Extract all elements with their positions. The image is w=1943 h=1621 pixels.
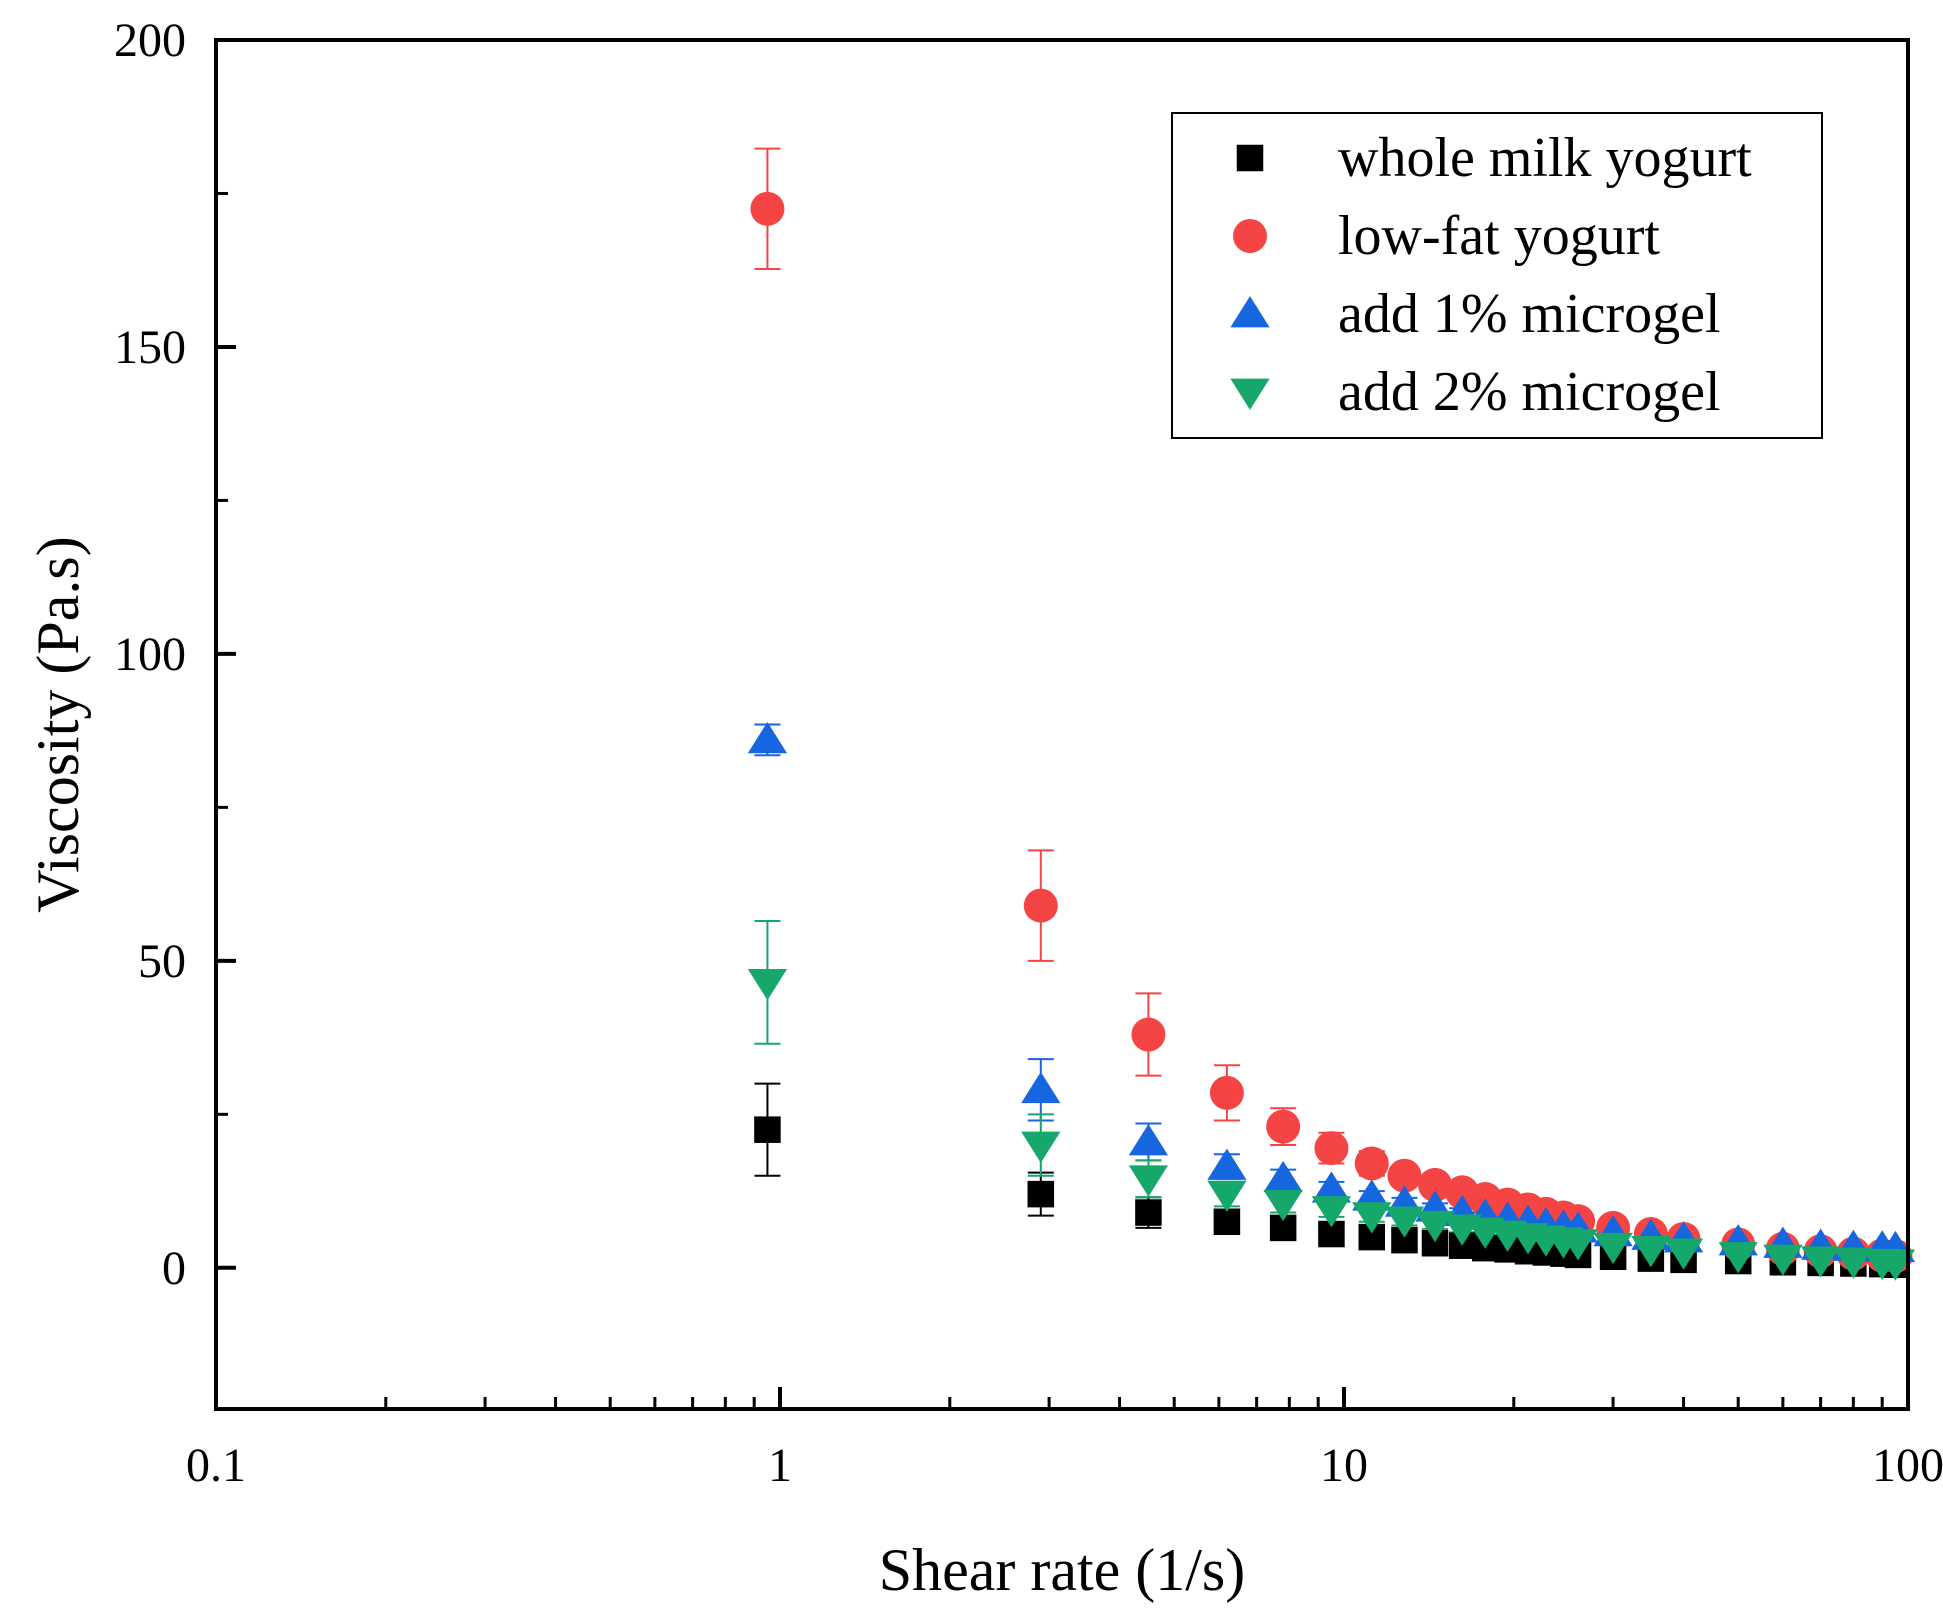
legend-marker-triangle-up	[1230, 296, 1270, 328]
data-point-triangle-down	[1352, 1202, 1392, 1234]
data-point-square	[1027, 1180, 1055, 1208]
data-point-square	[1135, 1199, 1162, 1226]
x-tick-label: 1	[768, 1439, 792, 1492]
legend-label: add 2% microgel	[1338, 361, 1721, 423]
data-point-circle	[1209, 1075, 1244, 1110]
data-point-circle	[1418, 1167, 1453, 1202]
data-point-triangle-down	[1875, 1249, 1916, 1281]
legend-marker-circle	[1233, 219, 1267, 253]
data-point-triangle-down	[1663, 1238, 1704, 1270]
data-point-circle	[1023, 888, 1058, 923]
data-point-square	[1213, 1208, 1241, 1236]
legend-label: whole milk yogurt	[1338, 127, 1752, 189]
data-point-triangle-up	[1207, 1148, 1247, 1180]
data-point-triangle-down	[1801, 1246, 1841, 1278]
data-point-triangle-up	[747, 721, 788, 754]
y-tick-label: 0	[162, 1242, 186, 1295]
data-point-square	[754, 1116, 781, 1143]
data-point-circle	[1354, 1146, 1389, 1181]
y-axis-ticks: 0 50 100 150 200	[114, 14, 236, 1295]
data-point-circle	[1131, 1017, 1166, 1052]
x-tick-label: 10	[1320, 1439, 1368, 1492]
data-point-triangle-down	[1631, 1235, 1671, 1268]
data-point-triangle-down	[1128, 1165, 1169, 1197]
x-axis-ticks: 0.1 1 10 100	[186, 1387, 1943, 1492]
data-point-triangle-down	[1021, 1131, 1061, 1163]
legend-marker-square	[1236, 144, 1264, 172]
data-point-triangle-down	[1311, 1196, 1352, 1228]
data-point-triangle-up	[1128, 1124, 1169, 1156]
y-tick-label: 100	[114, 628, 186, 681]
data-point-triangle-up	[1021, 1071, 1061, 1104]
legend-marker-triangle-down	[1230, 378, 1270, 410]
x-axis-title: Shear rate (1/s)	[879, 1537, 1246, 1603]
legend-label: low-fat yogurt	[1338, 205, 1660, 267]
plot-frame	[214, 38, 1910, 1411]
y-axis-title: Viscosity (Pa.s)	[25, 536, 91, 912]
data-point-triangle-down	[1763, 1244, 1803, 1276]
data-point-triangle-down	[1207, 1180, 1247, 1212]
data-point-circle	[750, 191, 785, 226]
data-point-triangle-down	[1384, 1206, 1425, 1238]
data-point-circle	[1266, 1109, 1301, 1144]
x-tick-label: 0.1	[186, 1439, 246, 1492]
y-tick-label: 50	[138, 935, 186, 988]
x-tick-label: 100	[1872, 1439, 1943, 1492]
y-tick-label: 200	[114, 14, 186, 67]
legend-label: add 1% microgel	[1338, 283, 1721, 345]
data-point-triangle-down	[747, 968, 788, 1001]
data-point-circle	[1314, 1131, 1349, 1166]
data-point-triangle-down	[1558, 1229, 1598, 1261]
data-point-triangle-down	[1415, 1210, 1455, 1243]
legend: whole milk yogurt low-fat yogurt add 1% mi…	[1171, 112, 1823, 439]
data-point-triangle-up	[1311, 1171, 1352, 1203]
data-points	[747, 191, 1916, 1281]
data-point-triangle-down	[1833, 1247, 1873, 1279]
data-point-triangle-down	[1718, 1242, 1758, 1274]
data-point-triangle-up	[1263, 1160, 1303, 1193]
legend-box	[1171, 112, 1823, 439]
data-point-triangle-down	[1593, 1232, 1633, 1265]
y-tick-label: 150	[114, 321, 186, 374]
data-point-triangle-down	[1263, 1189, 1303, 1222]
data-point-circle	[1387, 1158, 1422, 1193]
